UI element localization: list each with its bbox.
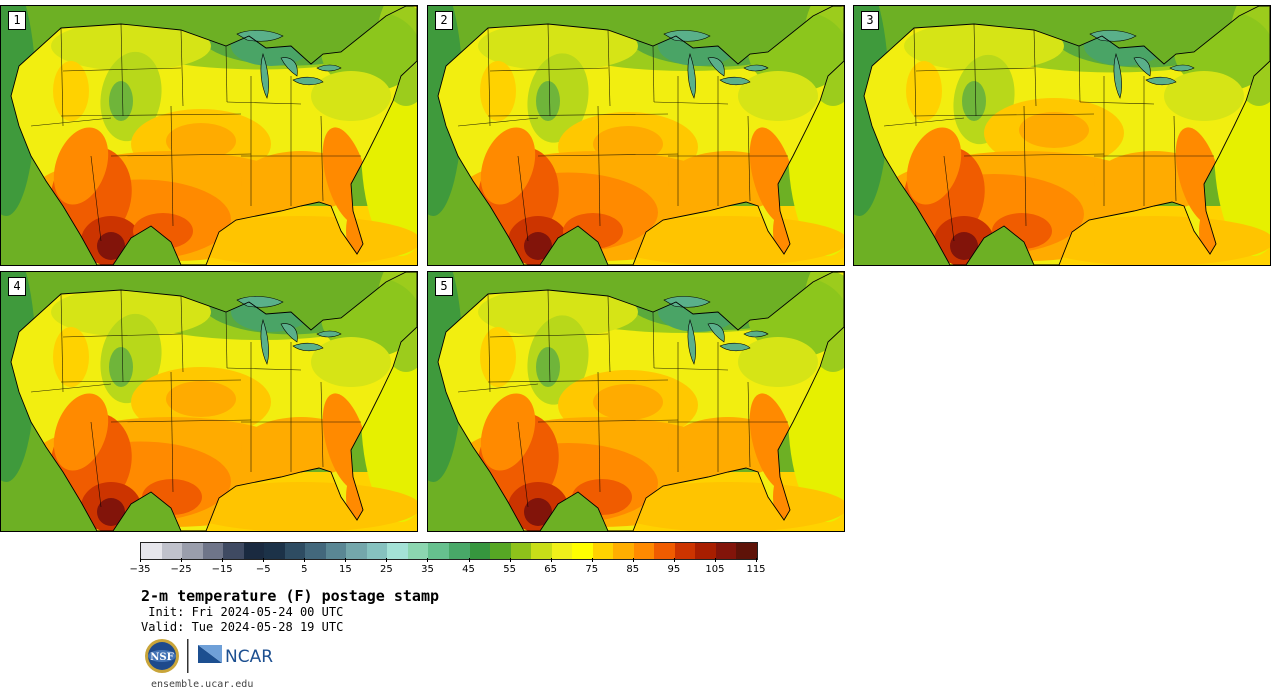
temperature-map: [428, 272, 844, 531]
colorbar-tick-label: 35: [421, 564, 434, 575]
temperature-map: [428, 6, 844, 265]
colorbar-tick: [181, 558, 183, 562]
temperature-map: [1, 272, 417, 531]
colorbar-swatch: [284, 543, 306, 559]
colorbar-swatch: [695, 543, 716, 559]
colorbar-tick-label: 5: [301, 564, 308, 575]
colorbar-swatch: [510, 543, 532, 559]
colorbar-tick-label: 105: [705, 564, 725, 575]
colorbar-swatch: [161, 543, 183, 559]
colorbar-tick: [263, 558, 265, 562]
temperature-map: [1, 6, 417, 265]
colorbar-swatch: [346, 543, 367, 559]
colorbar-swatch: [551, 543, 573, 559]
colorbar-swatch: [182, 543, 203, 559]
colorbar-swatch: [469, 543, 491, 559]
colorbar-tick-label: 95: [667, 564, 681, 575]
logos: NSF NCAR: [145, 639, 273, 673]
colorbar-tick-label: 15: [338, 564, 352, 575]
colorbar-tick: [468, 558, 470, 562]
colorbar-tick-label: −15: [211, 564, 233, 575]
colorbar-tick-label: −35: [129, 564, 151, 575]
colorbar-tick: [673, 558, 675, 562]
map-panel-3: 3: [853, 5, 1271, 266]
colorbar-swatch: [202, 543, 224, 559]
colorbar-swatch: [407, 543, 429, 559]
colorbar-swatch: [715, 543, 737, 559]
colorbar-tick: [550, 558, 552, 562]
map-panel-4: 4: [0, 271, 418, 532]
colorbar-tick-label: −5: [255, 564, 271, 575]
colorbar-tick: [591, 558, 593, 562]
nsf-logo-text: NSF: [150, 652, 173, 663]
colorbar-tick: [427, 558, 429, 562]
colorbar-swatch: [264, 543, 285, 559]
map-panel-5: 5: [427, 271, 845, 532]
colorbar-tick-label: 115: [746, 564, 766, 575]
colorbar-tick-label: −25: [170, 564, 192, 575]
panel-number-badge: 2: [435, 11, 453, 30]
colorbar-tick: [386, 558, 388, 562]
panel-number-badge: 5: [435, 277, 453, 296]
colorbar-tick-label: 25: [380, 564, 393, 575]
colorbar-swatch: [490, 543, 511, 559]
colorbar-swatch: [428, 543, 449, 559]
colorbar-swatch: [736, 543, 757, 559]
colorbar-tick: [222, 558, 224, 562]
colorbar-tick: [304, 558, 306, 562]
panel-number-badge: 4: [8, 277, 26, 296]
colorbar-tick-label: 45: [462, 564, 475, 575]
colorbar-ticks: −35 −25 −15 −5 5 15 25 35 45 55 65 75 85 95 105 115: [129, 558, 766, 580]
temperature-map: [854, 6, 1270, 265]
colorbar-swatch: [613, 543, 634, 559]
colorbar-swatch: [243, 543, 265, 559]
panel-number-badge: 1: [8, 11, 26, 30]
colorbar-tick: [714, 558, 716, 562]
ncar-logo-icon: NCAR: [198, 645, 273, 667]
colorbar-swatch: [223, 543, 244, 559]
temperature-colorbar: [140, 542, 758, 560]
colorbar-tick: [756, 558, 757, 562]
colorbar-swatch: [654, 543, 675, 559]
map-panel-2: 2: [427, 5, 845, 266]
colorbar-tick: [632, 558, 634, 562]
colorbar-swatch: [325, 543, 347, 559]
colorbar-swatch: [141, 543, 162, 559]
init-time: Init: Fri 2024-05-24 00 UTC: [141, 605, 344, 619]
valid-time: Valid: Tue 2024-05-28 19 UTC: [141, 620, 344, 634]
colorbar-swatch: [592, 543, 614, 559]
colorbar-swatch: [572, 543, 593, 559]
colorbar-swatch: [387, 543, 408, 559]
chart-title: 2-m temperature (F) postage stamp: [141, 587, 440, 605]
colorbar-swatch: [531, 543, 552, 559]
ncar-logo-text: NCAR: [225, 647, 273, 667]
colorbar-tick: [509, 558, 511, 562]
colorbar-tick-label: 65: [544, 564, 558, 575]
nsf-logo-icon: NSF: [145, 639, 179, 673]
colorbar-swatch: [448, 543, 470, 559]
logo-divider: [187, 639, 189, 673]
colorbar-swatch: [305, 543, 326, 559]
colorbar-swatch: [633, 543, 655, 559]
colorbar-tick-label: 85: [626, 564, 640, 575]
colorbar-swatch: [674, 543, 696, 559]
footer-url: ensemble.ucar.edu: [151, 679, 254, 690]
colorbar-swatch: [366, 543, 388, 559]
colorbar-tick: [345, 558, 347, 562]
colorbar-tick-label: 75: [585, 564, 599, 575]
panel-number-badge: 3: [861, 11, 879, 30]
colorbar-tick-label: 55: [503, 564, 516, 575]
colorbar-tick: [140, 558, 141, 562]
map-panel-1: 1: [0, 5, 418, 266]
